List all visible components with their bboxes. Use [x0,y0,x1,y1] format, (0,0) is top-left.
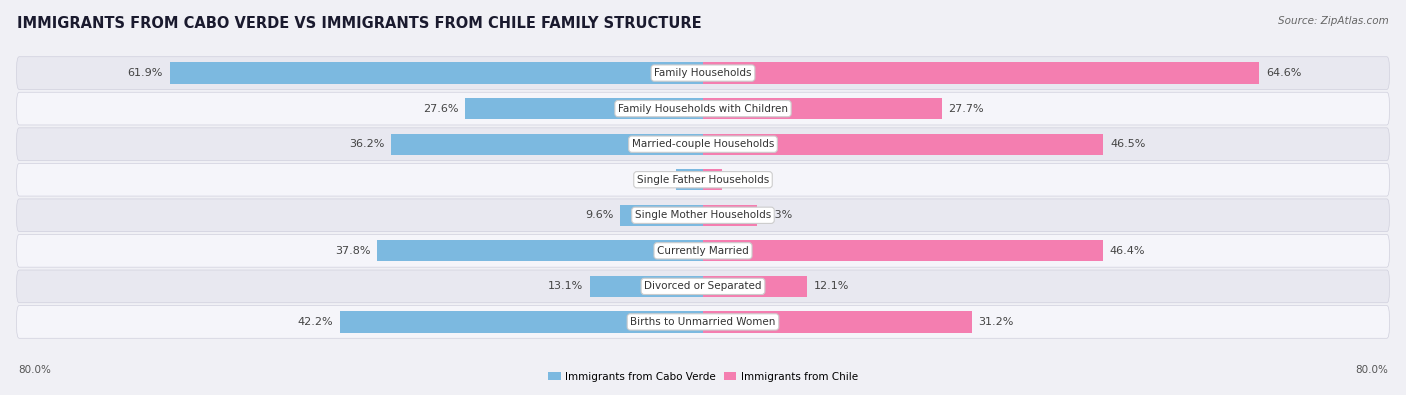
Text: 37.8%: 37.8% [335,246,371,256]
Text: 46.5%: 46.5% [1111,139,1146,149]
Text: 3.1%: 3.1% [641,175,669,185]
Text: 27.7%: 27.7% [949,103,984,114]
Bar [620,205,703,226]
Text: Married-couple Households: Married-couple Households [631,139,775,149]
Bar [703,276,807,297]
Bar [703,169,721,190]
Bar [465,98,703,119]
FancyBboxPatch shape [17,164,1389,196]
Text: 2.2%: 2.2% [728,175,758,185]
Text: 27.6%: 27.6% [423,103,458,114]
Text: 6.3%: 6.3% [763,210,793,220]
Text: 9.6%: 9.6% [585,210,613,220]
Text: Single Mother Households: Single Mother Households [636,210,770,220]
Text: Currently Married: Currently Married [657,246,749,256]
Bar [703,134,1104,155]
Text: 36.2%: 36.2% [349,139,384,149]
Bar [703,98,942,119]
Bar [170,62,703,84]
FancyBboxPatch shape [17,235,1389,267]
Text: Births to Unmarried Women: Births to Unmarried Women [630,317,776,327]
Text: Family Households with Children: Family Households with Children [619,103,787,114]
Text: 46.4%: 46.4% [1109,246,1144,256]
Text: Single Father Households: Single Father Households [637,175,769,185]
Bar [703,62,1260,84]
Bar [703,311,972,333]
FancyBboxPatch shape [17,57,1389,89]
Text: 64.6%: 64.6% [1267,68,1302,78]
Bar [703,240,1102,261]
Text: 42.2%: 42.2% [297,317,333,327]
Bar [377,240,703,261]
Text: 61.9%: 61.9% [128,68,163,78]
FancyBboxPatch shape [17,92,1389,125]
Text: 80.0%: 80.0% [1355,365,1388,374]
Text: 80.0%: 80.0% [18,365,51,374]
Bar [591,276,703,297]
Text: 12.1%: 12.1% [814,281,849,292]
Text: 31.2%: 31.2% [979,317,1014,327]
FancyBboxPatch shape [17,270,1389,303]
FancyBboxPatch shape [17,128,1389,160]
FancyBboxPatch shape [17,306,1389,338]
Text: Family Households: Family Households [654,68,752,78]
Legend: Immigrants from Cabo Verde, Immigrants from Chile: Immigrants from Cabo Verde, Immigrants f… [544,367,862,386]
Text: Divorced or Separated: Divorced or Separated [644,281,762,292]
Bar [340,311,703,333]
Bar [703,205,758,226]
Text: 13.1%: 13.1% [548,281,583,292]
Bar [391,134,703,155]
Text: Source: ZipAtlas.com: Source: ZipAtlas.com [1278,16,1389,26]
Bar [676,169,703,190]
FancyBboxPatch shape [17,199,1389,231]
Text: IMMIGRANTS FROM CABO VERDE VS IMMIGRANTS FROM CHILE FAMILY STRUCTURE: IMMIGRANTS FROM CABO VERDE VS IMMIGRANTS… [17,16,702,31]
